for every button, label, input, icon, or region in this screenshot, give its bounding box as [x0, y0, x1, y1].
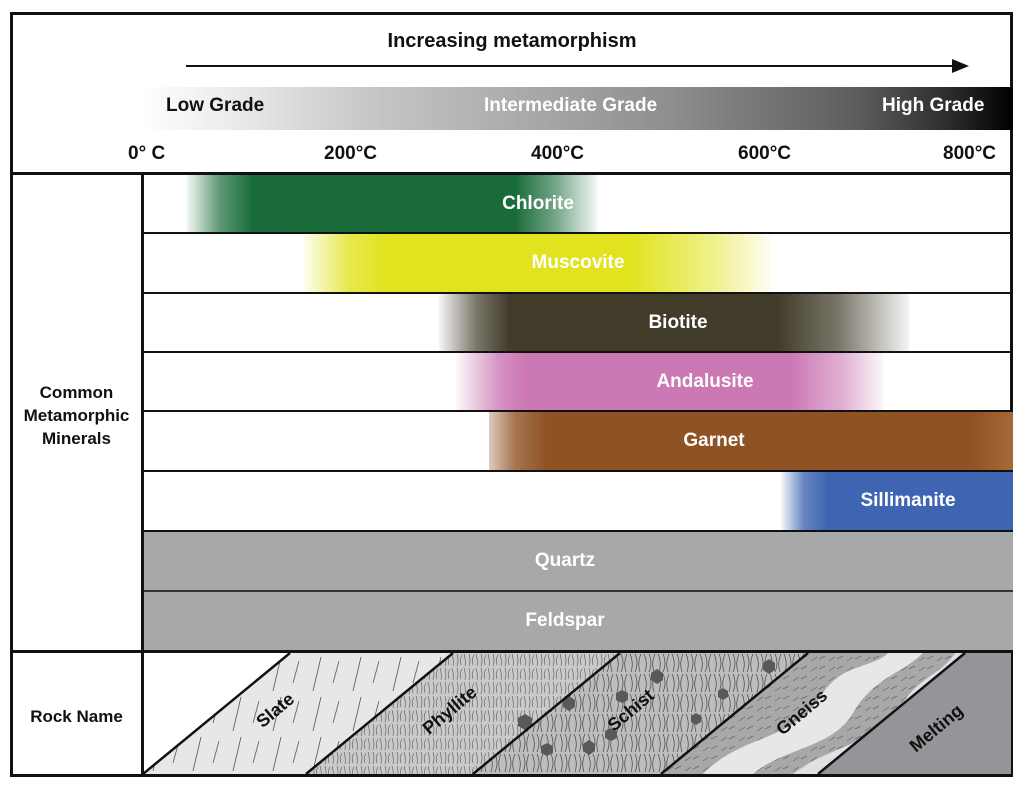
mineral-row-chlorite: Chlorite	[143, 175, 1013, 233]
chart-title: Increasing metamorphism	[387, 30, 637, 52]
row-divider	[143, 351, 1013, 353]
mineral-row-biotite: Biotite	[143, 294, 1013, 351]
andalusite-range-bar	[456, 353, 884, 410]
feldspar-label: Feldspar	[525, 610, 605, 631]
chlorite-range-bar	[187, 175, 597, 233]
grade-gradient-bar	[140, 87, 1013, 130]
row-divider	[143, 292, 1013, 294]
row-divider	[143, 530, 1013, 532]
mineral-row-quartz: Quartz	[143, 532, 1013, 590]
temp-tick-200: 200°C	[324, 143, 378, 164]
column-divider	[141, 174, 144, 777]
quartz-label: Quartz	[534, 550, 596, 571]
sillimanite-label: Sillimanite	[860, 490, 956, 511]
row-divider	[143, 470, 1013, 472]
garnet-label: Garnet	[683, 430, 745, 451]
mineral-row-feldspar: Feldspar	[143, 592, 1013, 650]
temp-tick-800: 800°C	[943, 143, 997, 164]
grade-intermediate-label: Intermediate Grade	[484, 95, 658, 116]
temp-tick-400: 400°C	[531, 143, 585, 164]
andalusite-label: Andalusite	[656, 370, 754, 392]
mineral-row-garnet: Garnet	[143, 412, 1013, 470]
rock-side-label: Rock Name	[30, 707, 123, 726]
biotite-range-bar	[439, 294, 909, 351]
garnet-range-bar	[489, 412, 1013, 470]
rock-divider	[10, 650, 1013, 653]
side-label-line: Common	[39, 383, 114, 402]
right-arrow-icon	[186, 65, 956, 67]
chart-frame	[10, 12, 1013, 777]
minerals-side-label: Common Metamorphic Minerals	[10, 381, 143, 450]
side-label-line: Metamorphic	[23, 406, 130, 425]
row-divider	[143, 232, 1013, 234]
rock-diagram	[143, 653, 1011, 774]
biotite-label: Biotite	[648, 311, 708, 333]
mineral-row-sillimanite: Sillimanite	[143, 472, 1013, 530]
side-label-line: Minerals	[42, 429, 111, 448]
row-divider	[143, 590, 1013, 592]
temp-tick-600: 600°C	[738, 143, 792, 164]
grade-low-label: Low Grade	[166, 95, 265, 116]
sillimanite-range-bar	[781, 472, 1013, 530]
mineral-row-muscovite: Muscovite	[143, 234, 1013, 292]
row-divider	[143, 410, 1013, 412]
temp-tick-0: 0° C	[128, 143, 166, 164]
chlorite-label: Chlorite	[502, 193, 574, 214]
arrow-head-icon	[952, 59, 969, 73]
grade-high-label: High Grade	[882, 95, 985, 116]
muscovite-label: Muscovite	[531, 252, 625, 273]
mineral-row-andalusite: Andalusite	[143, 353, 1013, 410]
muscovite-range-bar	[303, 234, 771, 292]
header-divider	[10, 172, 1013, 175]
